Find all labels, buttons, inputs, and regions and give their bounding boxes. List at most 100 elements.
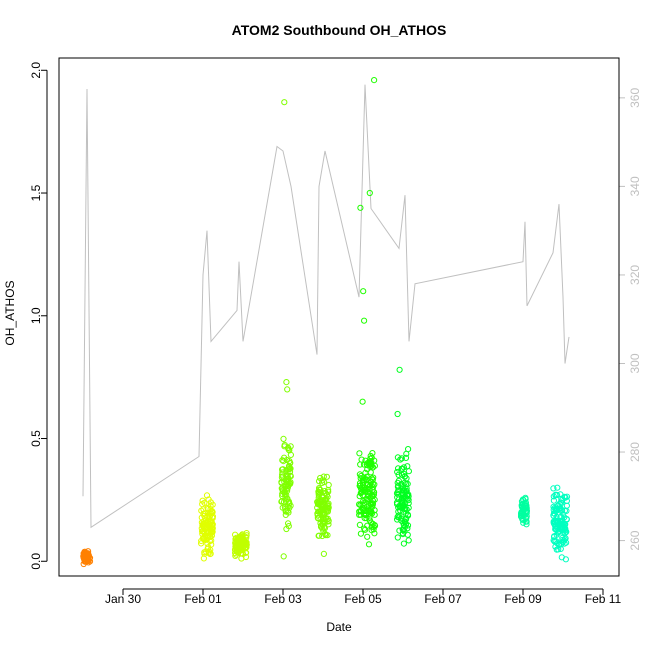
data-point (401, 518, 408, 525)
data-point-outlier (283, 379, 290, 386)
data-point (558, 507, 565, 515)
data-point (360, 474, 367, 481)
y-tick-label: 2.0 (29, 62, 43, 79)
data-point (550, 512, 557, 520)
data-point (200, 555, 207, 562)
y2-tick-label: 300 (628, 353, 642, 373)
data-point-outlier (360, 288, 367, 295)
y-tick-label: 0.5 (29, 430, 43, 447)
data-point (315, 508, 322, 515)
data-point (282, 476, 289, 484)
data-point (553, 538, 560, 545)
data-point (324, 505, 331, 512)
data-point-outlier (366, 189, 373, 197)
data-point (404, 525, 411, 532)
data-point (402, 500, 409, 507)
data-point (204, 504, 211, 512)
data-point (205, 521, 212, 528)
x-tick-label: Jan 30 (105, 592, 141, 606)
data-point (243, 540, 250, 547)
y2-tick-label: 320 (628, 265, 642, 285)
data-point (518, 512, 526, 519)
data-point (398, 455, 405, 462)
data-point (356, 450, 363, 457)
data-point (368, 475, 375, 482)
data-point (357, 501, 364, 508)
data-point (404, 511, 411, 518)
data-point (368, 454, 375, 461)
data-point-outlier (396, 366, 403, 373)
data-point-outlier (320, 550, 327, 558)
y2-tick-label: 360 (628, 88, 642, 108)
data-point (405, 500, 412, 507)
data-point (209, 521, 216, 528)
data-point (287, 465, 294, 472)
data-point (563, 493, 571, 500)
data-point (280, 458, 287, 465)
data-point (553, 546, 560, 553)
data-point (287, 451, 294, 458)
data-point (393, 490, 401, 497)
x-tick-label: Feb 09 (504, 592, 542, 606)
data-point (362, 511, 369, 518)
data-point (316, 532, 323, 539)
data-point (550, 519, 557, 526)
data-point (365, 492, 372, 499)
data-point (523, 518, 530, 525)
data-point (362, 526, 369, 533)
data-point (395, 477, 402, 484)
data-point (207, 550, 214, 557)
data-point (368, 523, 375, 530)
data-point (398, 504, 405, 511)
data-point (557, 519, 564, 526)
data-point (199, 497, 206, 504)
data-point (358, 508, 365, 515)
data-point (358, 486, 365, 493)
data-point (238, 550, 245, 557)
data-point (203, 492, 211, 499)
data-point (208, 529, 215, 536)
x-axis-label: Date (326, 620, 352, 634)
data-point (522, 499, 529, 506)
data-point (550, 506, 557, 513)
data-point (278, 498, 285, 505)
x-tick-label: Feb 05 (344, 592, 382, 606)
data-point (558, 554, 565, 561)
data-point (369, 450, 376, 457)
data-point (369, 520, 376, 527)
data-point (369, 476, 376, 483)
data-point (563, 516, 570, 523)
data-point (325, 521, 332, 528)
data-point-outlier (371, 77, 378, 84)
data-point (554, 518, 561, 525)
data-point (523, 505, 530, 512)
data-point (285, 445, 292, 452)
data-point (554, 520, 561, 527)
data-point-outlier (361, 317, 368, 324)
data-point (200, 510, 207, 517)
data-point (315, 489, 322, 496)
data-point (553, 491, 561, 499)
data-point (283, 456, 291, 464)
data-point (560, 537, 568, 544)
data-point (357, 530, 364, 537)
data-point (364, 533, 371, 540)
data-point (200, 506, 207, 513)
data-point (394, 516, 401, 523)
data-point (281, 503, 288, 511)
data-point (286, 468, 294, 476)
data-point (400, 487, 408, 494)
data-point (360, 506, 367, 513)
data-point (356, 493, 363, 500)
data-point (405, 468, 412, 475)
data-point (356, 521, 363, 529)
data-point (209, 528, 216, 535)
plot-frame (58, 57, 620, 577)
data-point (400, 490, 407, 497)
data-point (402, 454, 410, 461)
data-point (550, 537, 557, 544)
data-point (207, 506, 214, 513)
data-point (209, 513, 216, 520)
y2-tick-label: 340 (628, 176, 642, 196)
